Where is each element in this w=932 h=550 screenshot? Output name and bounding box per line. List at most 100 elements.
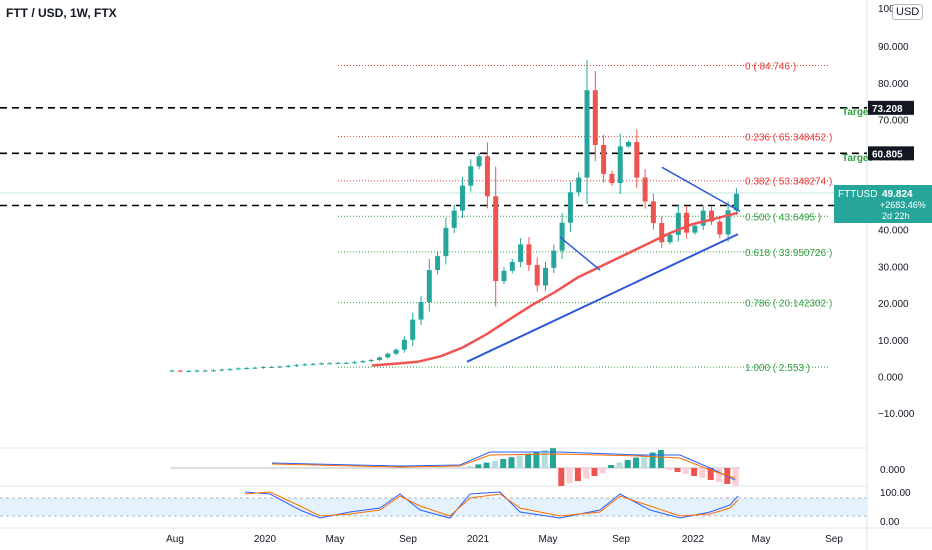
support-trendline xyxy=(466,233,739,363)
macd-histogram-bar xyxy=(500,459,507,468)
candle-body xyxy=(318,363,324,365)
ticker-label: FTTUSD xyxy=(838,189,877,200)
resistance-trendline xyxy=(559,236,601,271)
candle-body xyxy=(476,156,482,167)
candle-body xyxy=(592,90,598,145)
candle-body xyxy=(177,370,183,372)
macd-histogram-bar xyxy=(467,466,473,468)
macd-histogram-bar xyxy=(674,468,681,472)
target-price-badge xyxy=(868,146,914,161)
candle-body xyxy=(377,357,382,360)
candle-body xyxy=(642,177,648,202)
target-label: Target xyxy=(842,107,872,118)
candle-body xyxy=(692,225,698,233)
y-tick-label: 0.000 xyxy=(878,373,903,384)
candle-body xyxy=(534,264,540,286)
y-tick-label: 70.000 xyxy=(878,116,909,127)
symbol-title: FTT / USD, 1W, FTX xyxy=(6,6,117,20)
candle-body xyxy=(725,210,731,235)
candle-body xyxy=(526,244,532,265)
candle-body xyxy=(302,364,308,366)
macd-histogram-bar xyxy=(616,462,623,468)
candle-body xyxy=(634,141,640,178)
stoch-tick: 100.00 xyxy=(880,488,911,499)
candle-body xyxy=(393,349,399,354)
candle-body xyxy=(277,366,283,368)
y-tick-label: 20.000 xyxy=(878,299,909,310)
fib-level-label: 0.786 ( 20.142302 ) xyxy=(745,299,832,310)
candle-body xyxy=(518,244,524,262)
candle-body xyxy=(484,156,490,197)
candle-body xyxy=(211,370,216,372)
candle-body xyxy=(352,362,358,364)
candle-body xyxy=(435,256,441,271)
candle-body xyxy=(733,193,739,211)
y-tick-label: 80.000 xyxy=(878,79,909,90)
fib-level-label: 0.236 ( 65.348452 ) xyxy=(745,133,832,144)
macd-histogram-bar xyxy=(599,468,606,474)
currency-button[interactable]: USD xyxy=(892,4,924,20)
y-tick-label: 10.000 xyxy=(878,336,909,347)
candle-body xyxy=(227,369,233,371)
candle-body xyxy=(700,210,706,226)
last-price-value: 49.824 xyxy=(882,189,913,200)
candle-body xyxy=(468,166,474,186)
candle-body xyxy=(368,359,374,362)
candle-body xyxy=(410,319,416,340)
candle-body xyxy=(360,361,366,363)
candle-body xyxy=(460,185,465,211)
macd-histogram-bar xyxy=(633,457,639,468)
macd-tick: 0.000 xyxy=(880,465,905,476)
candle-body xyxy=(567,192,573,223)
macd-histogram-bar xyxy=(475,464,482,468)
candle-body xyxy=(252,367,258,369)
macd-histogram-bar xyxy=(641,455,648,468)
candle-body xyxy=(285,365,291,367)
target-label: Target xyxy=(842,153,872,164)
last-price-badge xyxy=(834,185,932,223)
macd-histogram-bar xyxy=(699,468,706,478)
macd-histogram-bar xyxy=(716,468,722,482)
macd-histogram-bar xyxy=(491,460,498,468)
candle-body xyxy=(235,368,241,370)
candle-body xyxy=(493,196,499,282)
candle-body xyxy=(501,270,507,282)
candle-body xyxy=(294,365,299,367)
x-tick-label: May xyxy=(539,534,558,545)
x-tick-label: Sep xyxy=(612,534,630,545)
x-tick-label: May xyxy=(752,534,771,545)
candle-body xyxy=(576,177,582,193)
candle-body xyxy=(684,212,690,233)
stoch-tick: 0.00 xyxy=(880,517,900,528)
target-price-text: 73.208 xyxy=(872,104,903,115)
candle-body xyxy=(650,201,656,224)
x-tick-label: 2022 xyxy=(682,534,705,545)
candle-body xyxy=(244,368,250,370)
candle-body xyxy=(426,270,432,302)
candle-body xyxy=(659,223,665,243)
candle-body xyxy=(194,370,200,372)
target-price-badge xyxy=(868,100,914,115)
macd-histogram-bar xyxy=(649,452,656,468)
macd-line xyxy=(271,451,736,481)
y-tick-label: 40.000 xyxy=(878,226,909,237)
y-tick-label: 90.000 xyxy=(878,42,909,53)
macd-signal-line xyxy=(271,453,736,479)
candle-body xyxy=(269,366,275,368)
fib-level-label: 0 ( 84.746 ) xyxy=(745,61,796,72)
resistance-trendline xyxy=(661,166,741,213)
candle-body xyxy=(709,210,714,222)
candle-body xyxy=(609,173,615,184)
stoch-k-line xyxy=(244,491,739,519)
x-tick-label: May xyxy=(326,534,345,545)
ema-line xyxy=(371,211,739,367)
macd-histogram-bar xyxy=(574,468,581,481)
macd-histogram-bar xyxy=(707,468,714,480)
macd-histogram-bar xyxy=(624,460,631,468)
candle-body xyxy=(584,90,590,178)
x-tick-label: 2020 xyxy=(254,534,277,545)
price-change: +2683.46% xyxy=(880,200,926,210)
macd-histogram-bar xyxy=(591,468,598,476)
candle-body xyxy=(327,363,333,365)
